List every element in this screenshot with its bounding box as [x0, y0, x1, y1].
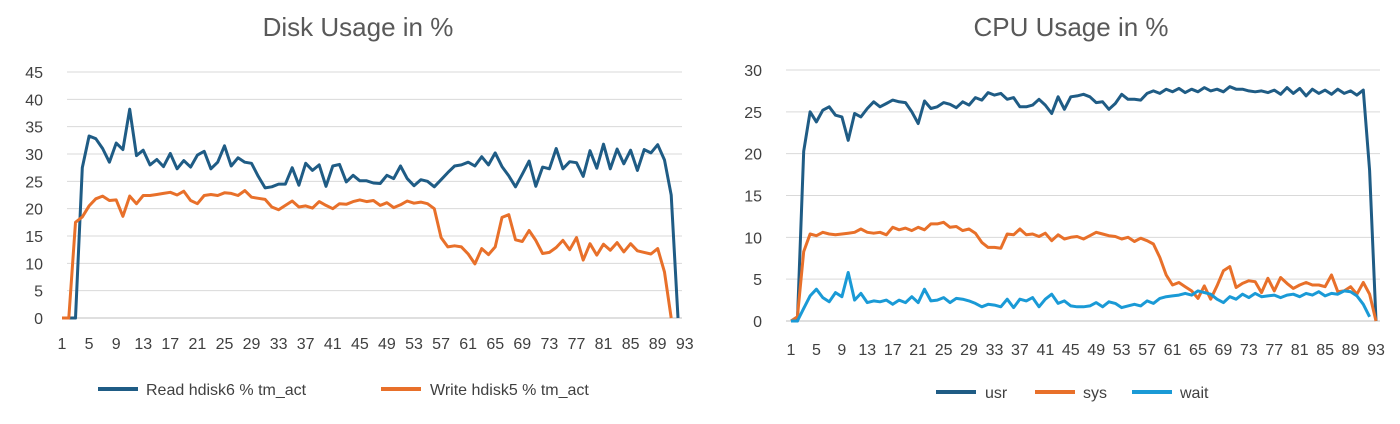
y-tick-label: 5: [753, 272, 762, 289]
x-tick-label: 69: [513, 336, 531, 353]
x-tick-label: 13: [134, 336, 152, 353]
x-tick-label: 65: [1189, 342, 1207, 359]
y-tick-label: 10: [25, 256, 43, 273]
x-tick-label: 49: [1087, 342, 1105, 359]
x-tick-label: 49: [378, 336, 396, 353]
y-tick-label: 25: [25, 174, 43, 191]
x-tick-label: 53: [405, 336, 423, 353]
series-line-usr: [791, 85, 1378, 323]
x-tick-label: 33: [986, 342, 1004, 359]
x-tick-label: 69: [1214, 342, 1232, 359]
x-tick-label: 61: [1164, 342, 1182, 359]
chart-legend: Read hdisk6 % tm_act Write hdisk5 % tm_a…: [98, 382, 589, 399]
chart-title: Disk Usage in %: [263, 12, 454, 42]
x-tick-label: 21: [909, 342, 927, 359]
x-tick-label: 45: [1062, 342, 1080, 359]
x-tick-label: 37: [297, 336, 315, 353]
x-tick-label: 45: [351, 336, 369, 353]
x-tick-label: 21: [188, 336, 206, 353]
legend-label-wait: wait: [1179, 385, 1209, 402]
y-tick-label: 15: [25, 229, 43, 246]
x-tick-label: 57: [432, 336, 450, 353]
x-tick-label: 13: [858, 342, 876, 359]
series-line-read: [62, 107, 680, 320]
series-line-write: [62, 189, 673, 320]
y-tick-label: 40: [25, 92, 43, 109]
y-tick-label: 45: [25, 65, 43, 82]
y-tick-label: 10: [744, 230, 762, 247]
y-tick-label: 15: [744, 189, 762, 206]
x-tick-label: 25: [935, 342, 953, 359]
x-tick-label: 73: [1240, 342, 1258, 359]
x-tick-label: 41: [1036, 342, 1054, 359]
x-tick-label: 1: [787, 342, 796, 359]
x-tick-label: 17: [884, 342, 902, 359]
x-tick-label: 61: [459, 336, 477, 353]
x-tick-label: 37: [1011, 342, 1029, 359]
legend-label-read: Read hdisk6 % tm_act: [146, 382, 307, 399]
y-tick-label: 25: [744, 105, 762, 122]
x-tick-label: 89: [649, 336, 667, 353]
x-tick-label: 53: [1113, 342, 1131, 359]
y-tick-label: 0: [34, 311, 43, 328]
x-tick-label: 29: [243, 336, 261, 353]
legend-label-write: Write hdisk5 % tm_act: [430, 382, 589, 399]
chart-legend: usr sys wait: [936, 385, 1209, 402]
x-tick-label: 57: [1138, 342, 1156, 359]
x-tick-label: 81: [1291, 342, 1309, 359]
x-tick-label: 9: [112, 336, 121, 353]
x-tick-label: 9: [837, 342, 846, 359]
x-tick-label: 17: [161, 336, 179, 353]
x-tick-label: 93: [676, 336, 694, 353]
y-tick-label: 5: [34, 284, 43, 301]
chart-title: CPU Usage in %: [973, 12, 1168, 42]
x-tick-label: 33: [270, 336, 288, 353]
x-tick-label: 77: [1265, 342, 1283, 359]
x-tick-label: 41: [324, 336, 342, 353]
x-tick-label: 65: [486, 336, 504, 353]
x-tick-label: 93: [1367, 342, 1385, 359]
x-tick-label: 1: [58, 336, 67, 353]
x-tick-label: 77: [568, 336, 586, 353]
x-tick-label: 73: [540, 336, 558, 353]
legend-label-sys: sys: [1083, 385, 1107, 402]
series-line-sys: [790, 220, 1378, 323]
x-tick-label: 25: [216, 336, 234, 353]
y-tick-label: 30: [25, 147, 43, 164]
legend-label-usr: usr: [985, 385, 1008, 402]
x-tick-label: 29: [960, 342, 978, 359]
series-line-wait: [791, 271, 1371, 323]
x-tick-label: 5: [85, 336, 94, 353]
x-tick-label: 81: [595, 336, 613, 353]
y-tick-label: 35: [25, 120, 43, 137]
x-tick-label: 89: [1342, 342, 1360, 359]
x-tick-label: 5: [812, 342, 821, 359]
y-tick-label: 0: [753, 314, 762, 331]
x-tick-label: 85: [1316, 342, 1334, 359]
y-tick-label: 30: [744, 63, 762, 80]
x-tick-label: 85: [622, 336, 640, 353]
y-tick-label: 20: [744, 147, 762, 164]
y-tick-label: 20: [25, 202, 43, 219]
